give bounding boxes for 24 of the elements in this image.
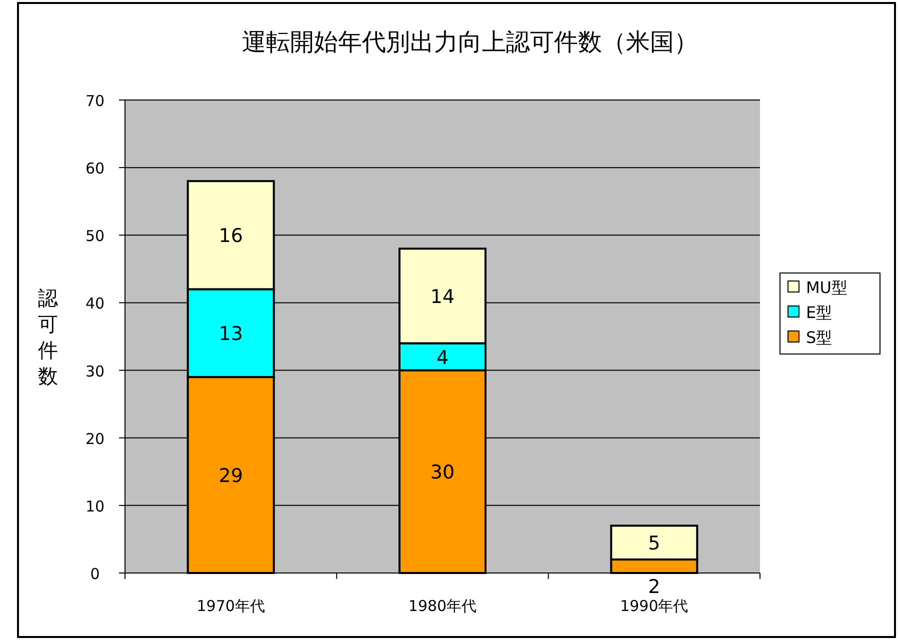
y-tick-label: 40 bbox=[85, 294, 105, 313]
x-tick-label: 1970年代 bbox=[196, 597, 265, 615]
data-label: 5 bbox=[648, 532, 660, 555]
legend-label: MU型 bbox=[806, 278, 848, 297]
y-axis-title: 認可件数 bbox=[38, 286, 58, 388]
y-tick-label: 20 bbox=[85, 430, 105, 448]
x-tick-label: 1990年代 bbox=[620, 597, 688, 615]
data-label: 13 bbox=[218, 323, 243, 346]
y-tick-label: 0 bbox=[90, 565, 100, 583]
legend-label: E型 bbox=[806, 303, 832, 322]
data-label: 14 bbox=[430, 286, 455, 308]
y-tick-label: 30 bbox=[85, 362, 105, 380]
data-label: 29 bbox=[218, 465, 243, 488]
y-tick-label: 10 bbox=[85, 497, 105, 516]
data-label: 4 bbox=[436, 346, 449, 369]
x-tick-label: 1980年代 bbox=[408, 597, 477, 615]
chart-title: 運転開始年代別出力向上認可件数（米国） bbox=[242, 28, 698, 56]
legend-label: S型 bbox=[806, 328, 832, 347]
y-tick-label: 70 bbox=[85, 92, 105, 110]
y-tick-label: 50 bbox=[85, 227, 105, 246]
y-tick-label: 60 bbox=[85, 160, 105, 178]
data-label: 30 bbox=[430, 462, 455, 484]
data-label: 2 bbox=[648, 576, 660, 598]
data-label: 16 bbox=[218, 225, 243, 248]
